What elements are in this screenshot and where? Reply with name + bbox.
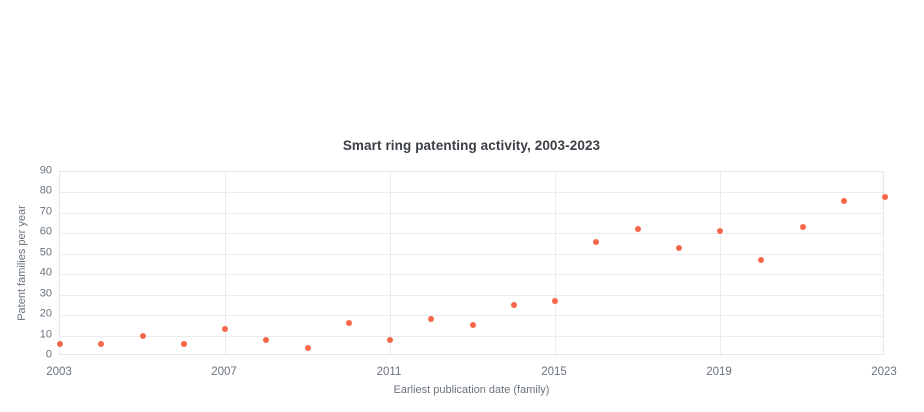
y-tick-label-10: 10 [39, 328, 52, 341]
y-tick-label-40: 40 [39, 266, 52, 279]
x-tick-label-2019: 2019 [706, 366, 732, 378]
data-point-2004[interactable] [98, 340, 105, 347]
x-axis-title: Earliest publication date (family) [393, 384, 550, 396]
y-gridline-70 [60, 212, 883, 214]
y-gridline-60 [60, 233, 883, 235]
data-point-2023[interactable] [882, 193, 888, 200]
x-tick-label-2007: 2007 [211, 366, 237, 378]
y-gridline-30 [60, 294, 883, 296]
y-gridline-50 [60, 253, 883, 255]
data-point-2016[interactable] [593, 238, 600, 245]
data-point-2011[interactable] [387, 336, 393, 343]
data-point-2012[interactable] [428, 316, 435, 323]
data-point-2007[interactable] [222, 326, 228, 333]
data-point-2013[interactable] [469, 322, 476, 329]
y-tick-label-80: 80 [39, 184, 52, 197]
x-tick-label-2023: 2023 [871, 366, 897, 378]
y-gridline-80 [60, 192, 883, 194]
chart-title: Smart ring patenting activity, 2003-2023 [342, 138, 601, 153]
plot-area[interactable] [57, 171, 888, 355]
data-point-2021[interactable] [799, 224, 806, 231]
y-axis-title: Patent families per year [16, 205, 28, 321]
x-tick-label-2003: 2003 [46, 366, 72, 378]
x-tick-label-2015: 2015 [541, 366, 567, 378]
x-gridline-2007 [225, 172, 226, 354]
data-point-2010[interactable] [345, 320, 352, 327]
y-tick-label-60: 60 [39, 225, 52, 238]
data-point-2009[interactable] [304, 344, 311, 351]
data-point-2003[interactable] [57, 340, 63, 347]
y-tick-label-0: 0 [45, 348, 52, 361]
x-gridline-2019 [720, 172, 721, 354]
data-point-2006[interactable] [180, 340, 187, 347]
x-gridline-2015 [555, 172, 556, 354]
data-point-2019[interactable] [717, 228, 723, 235]
y-gridline-20 [60, 315, 883, 317]
data-point-2008[interactable] [263, 336, 270, 343]
x-tick-label-2011: 2011 [376, 366, 402, 378]
data-point-2015[interactable] [552, 297, 558, 304]
data-point-2017[interactable] [634, 226, 641, 233]
y-tick-label-90: 90 [39, 164, 52, 177]
data-point-2022[interactable] [840, 197, 847, 204]
y-gridline-10 [60, 335, 883, 337]
y-tick-label-50: 50 [39, 246, 52, 259]
y-tick-label-20: 20 [39, 307, 52, 320]
data-point-2020[interactable] [758, 256, 765, 263]
y-gridline-40 [60, 274, 883, 276]
data-point-2014[interactable] [510, 301, 517, 308]
data-point-2018[interactable] [675, 244, 682, 251]
data-point-2005[interactable] [139, 332, 146, 339]
y-tick-label-30: 30 [39, 287, 52, 300]
y-tick-label-70: 70 [39, 205, 52, 218]
x-gridline-2011 [390, 172, 391, 354]
